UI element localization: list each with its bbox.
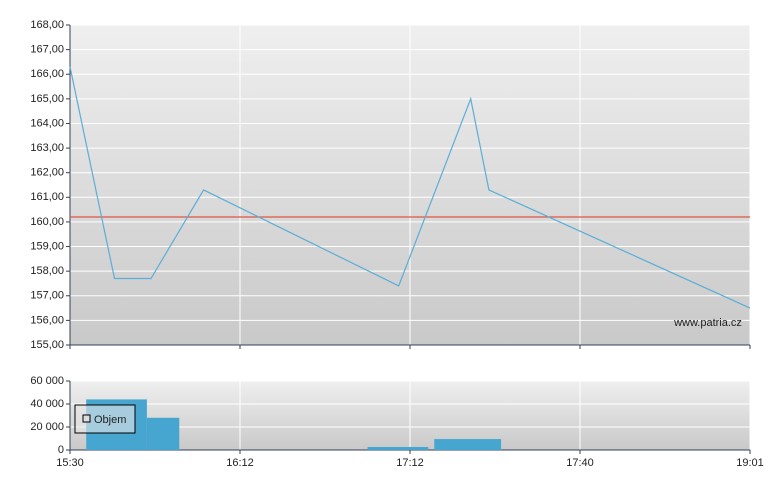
y-tick-label: 156,00 (30, 314, 64, 326)
legend: Objem (74, 404, 136, 434)
y-tick-label: 165,00 (30, 93, 64, 105)
x-tick-label: 15:30 (56, 457, 84, 469)
x-tick-label: 16:12 (226, 457, 254, 469)
x-tick-label: 17:12 (396, 457, 424, 469)
volume-bar (367, 447, 429, 450)
y-tick-label: 161,00 (30, 191, 64, 203)
y-tick-label: 164,00 (30, 117, 64, 129)
legend-swatch (82, 414, 91, 423)
y-tick-label: 20 000 (30, 421, 64, 433)
y-tick-label: 167,00 (30, 44, 64, 56)
y-tick-label: 158,00 (30, 265, 64, 277)
y-tick-label: 160,00 (30, 216, 64, 228)
watermark: www.patria.cz (673, 317, 742, 329)
y-tick-label: 159,00 (30, 240, 64, 252)
y-tick-label: 40 000 (30, 398, 64, 410)
y-tick-label: 163,00 (30, 142, 64, 154)
y-tick-label: 168,00 (30, 19, 64, 31)
price-line (69, 66, 751, 309)
y-tick-label: 157,00 (30, 290, 64, 302)
y-tick-label: 162,00 (30, 167, 64, 179)
volume-bar (434, 439, 502, 450)
y-tick-label: 0 (58, 444, 64, 456)
x-tick-label: 19:01 (736, 457, 764, 469)
legend-label: Objem (94, 414, 126, 426)
volume-bar (146, 417, 180, 450)
y-tick-label: 60 000 (30, 375, 64, 387)
x-tick-label: 17:40 (566, 457, 594, 469)
y-tick-label: 155,00 (30, 339, 64, 351)
y-tick-label: 166,00 (30, 68, 64, 80)
